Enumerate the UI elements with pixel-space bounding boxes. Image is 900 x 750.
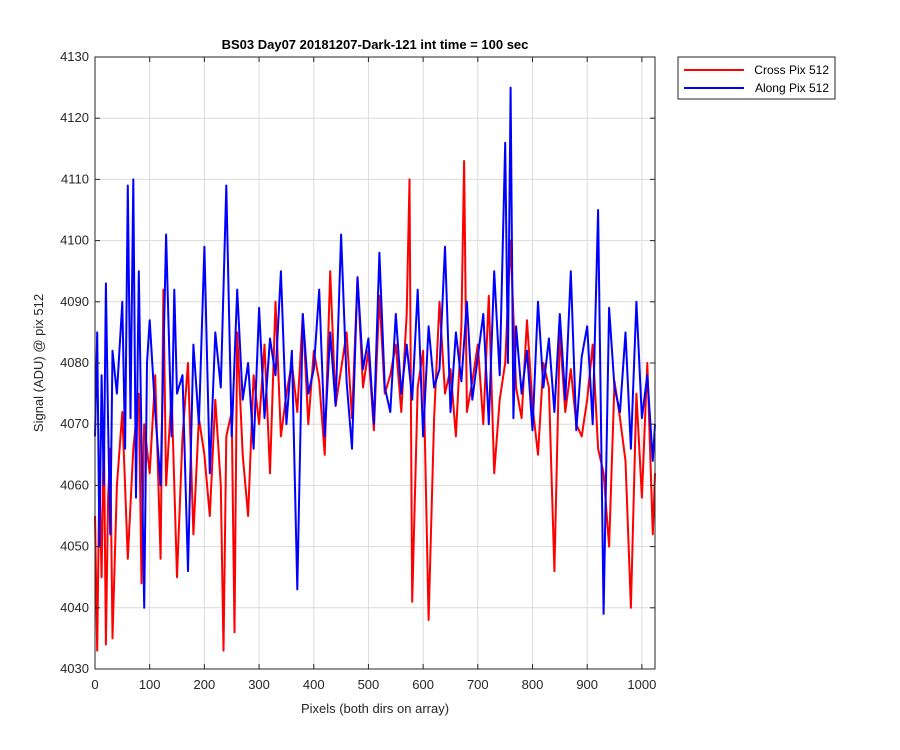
y-tick-label: 4060 — [60, 477, 89, 492]
x-tick-label: 700 — [467, 677, 489, 692]
y-tick-label: 4100 — [60, 233, 89, 248]
x-tick-label: 0 — [91, 677, 98, 692]
y-tick-label: 4110 — [61, 171, 89, 186]
x-tick-label: 1000 — [627, 677, 656, 692]
y-axis-label: Signal (ADU) @ pix 512 — [31, 294, 46, 432]
x-tick-label: 500 — [358, 677, 380, 692]
plot-area: 0 100 200 300 400 500 600 700 800 900 1000 4030 4040… — [60, 49, 656, 692]
y-tick-label: 4080 — [60, 355, 89, 370]
x-tick-label: 800 — [522, 677, 544, 692]
y-tick-label: 4040 — [60, 600, 89, 615]
x-tick-label: 900 — [576, 677, 598, 692]
series-line-along-pix-512 — [94, 86, 656, 615]
x-tick-label: 300 — [248, 677, 270, 692]
legend: Cross Pix 512 Along Pix 512 — [677, 56, 836, 100]
x-axis-label: Pixels (both dirs on array) — [301, 701, 449, 716]
legend-label-cross: Cross Pix 512 — [754, 63, 829, 77]
y-tick-label: 4120 — [60, 110, 89, 125]
y-tick-label: 4070 — [60, 416, 89, 431]
x-tick-label: 400 — [303, 677, 325, 692]
x-tick-label: 100 — [139, 677, 161, 692]
legend-box — [677, 56, 836, 100]
x-tick-label: 200 — [194, 677, 216, 692]
y-tick-label: 4090 — [60, 294, 89, 309]
legend-label-along: Along Pix 512 — [755, 81, 829, 95]
y-tick-label: 4130 — [60, 49, 89, 64]
series-layer — [94, 86, 656, 652]
x-tick-label: 600 — [412, 677, 434, 692]
chart-title: BS03 Day07 20181207-Dark-121 int time = … — [222, 37, 529, 52]
y-tick-label: 4030 — [60, 661, 89, 676]
y-tick-label: 4050 — [60, 539, 89, 554]
axis-ticks: 0 100 200 300 400 500 600 700 800 900 1000 4030 4040… — [60, 49, 656, 692]
